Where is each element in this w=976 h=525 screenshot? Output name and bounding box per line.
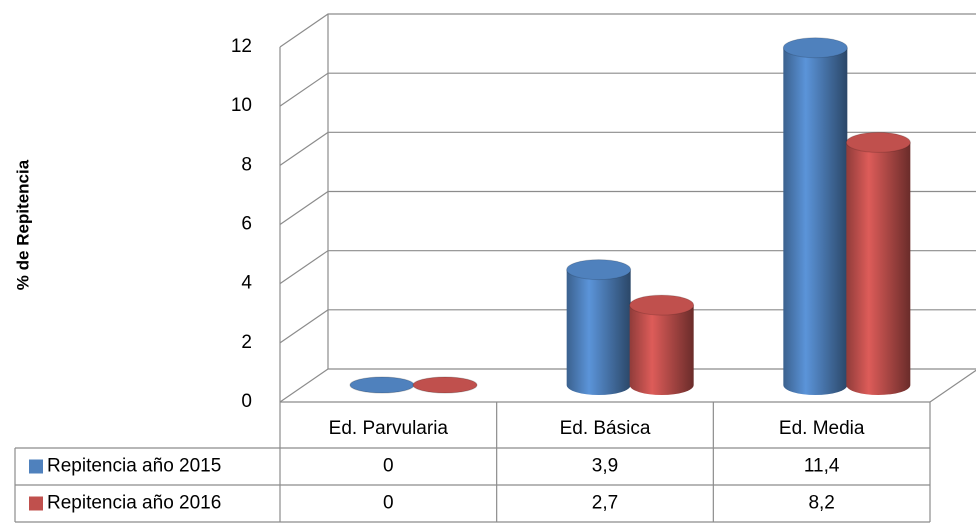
y-tick-label: 4 bbox=[241, 273, 252, 294]
bar-top bbox=[629, 294, 695, 316]
y-tick-label: 2 bbox=[241, 332, 252, 353]
grid-line bbox=[279, 368, 976, 403]
grid-line bbox=[279, 13, 976, 48]
legend-swatch bbox=[29, 496, 43, 511]
bar bbox=[349, 376, 415, 394]
y-tick-label: 6 bbox=[241, 214, 252, 235]
x-tick-label: Ed. Media bbox=[779, 418, 865, 439]
x-tick-label: Ed. Parvularia bbox=[329, 418, 449, 439]
grid-line bbox=[279, 72, 976, 107]
data-label: 0 bbox=[383, 493, 394, 514]
data-label: 2,7 bbox=[592, 493, 618, 514]
bar bbox=[629, 305, 694, 395]
grid-line bbox=[279, 309, 976, 344]
data-label: 3,9 bbox=[592, 456, 618, 477]
legend-label: Repitencia año 2016 bbox=[47, 493, 221, 514]
bar bbox=[846, 142, 911, 395]
legend-label: Repitencia año 2015 bbox=[47, 456, 221, 477]
bar bbox=[566, 269, 631, 395]
bar-top bbox=[782, 37, 848, 59]
grid-line bbox=[279, 190, 976, 225]
bar-top bbox=[845, 131, 911, 153]
grid-line bbox=[279, 250, 976, 285]
x-tick-label: Ed. Básica bbox=[560, 418, 651, 439]
bar-top bbox=[566, 259, 632, 281]
data-label: 11,4 bbox=[804, 456, 840, 477]
bar bbox=[412, 376, 478, 394]
y-tick-label: 0 bbox=[241, 391, 252, 412]
y-tick-label: 8 bbox=[241, 154, 252, 175]
y-tick-label: 12 bbox=[231, 36, 252, 57]
bar bbox=[783, 47, 848, 395]
y-tick-label: 10 bbox=[231, 95, 252, 116]
y-axis-label: % de Repitencia bbox=[13, 159, 32, 290]
legend-swatch bbox=[29, 459, 43, 474]
data-label: 0 bbox=[383, 456, 394, 477]
grid-line bbox=[279, 131, 976, 166]
data-label: 8,2 bbox=[808, 493, 834, 514]
floor-edge bbox=[929, 369, 976, 403]
